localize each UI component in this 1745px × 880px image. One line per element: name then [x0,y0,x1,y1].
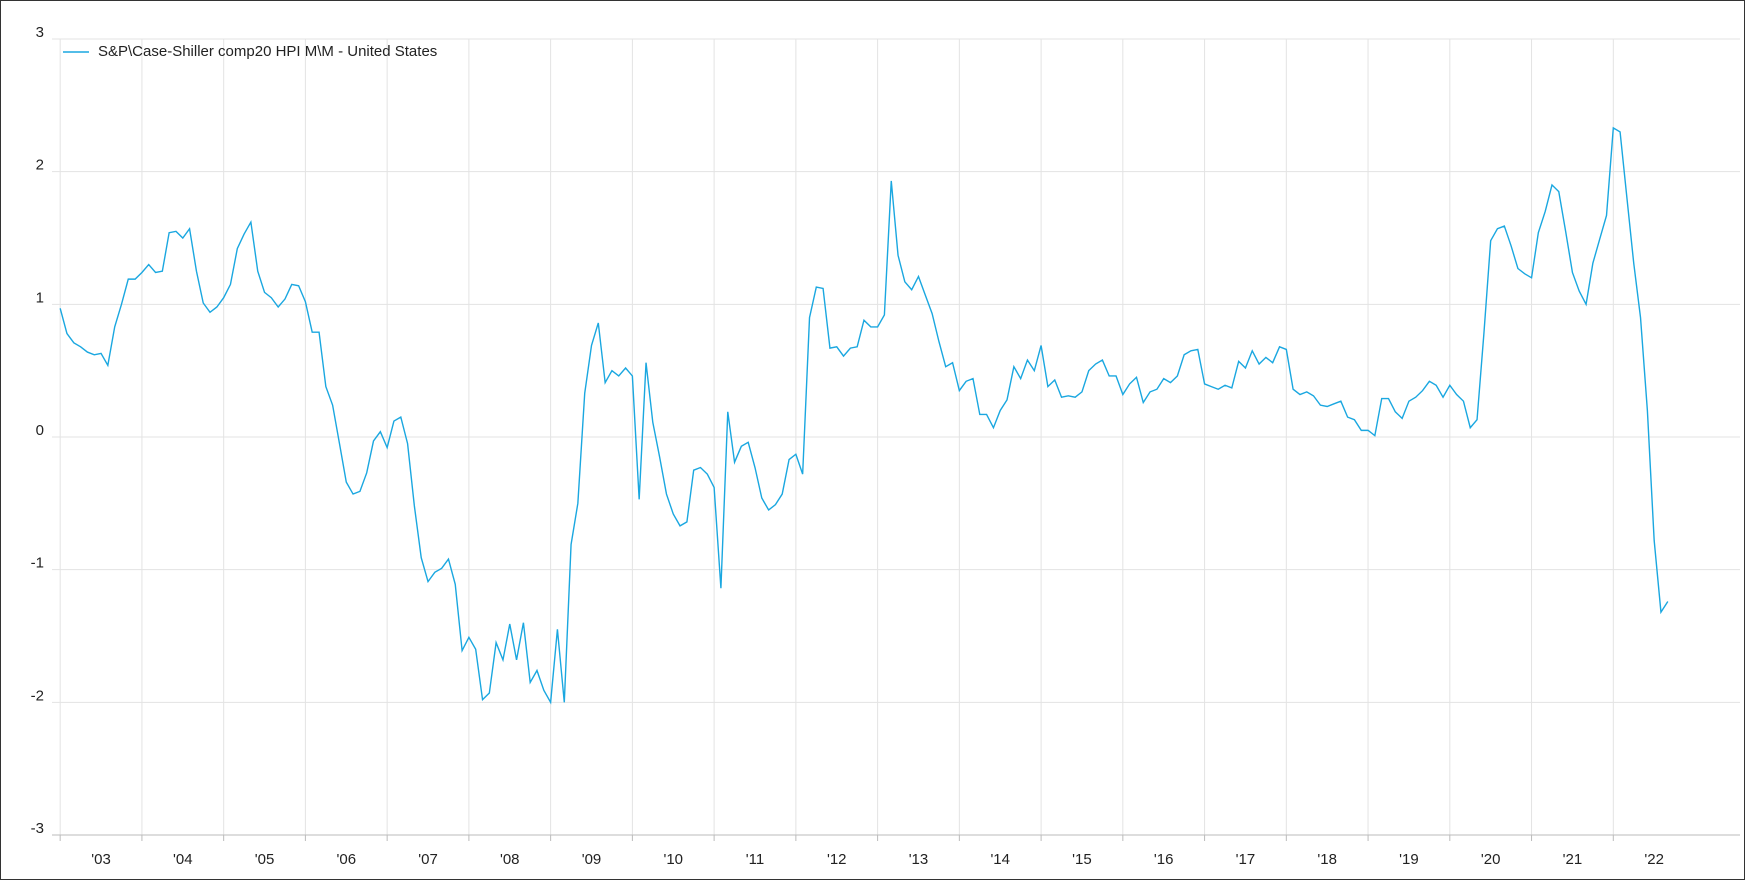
x-tick-label: '15 [1072,851,1092,868]
y-tick-label: 3 [36,24,44,41]
legend-label: S&P\Case-Shiller comp20 HPI M\M - United… [98,43,437,60]
x-tick-label: '20 [1481,851,1501,868]
x-tick-label: '05 [255,851,275,868]
x-tick-label: '17 [1236,851,1256,868]
y-tick-label: 1 [36,289,44,306]
y-tick-label: 0 [36,422,44,439]
x-tick-label: '07 [418,851,438,868]
x-tick-label: '10 [663,851,683,868]
x-tick-label: '16 [1154,851,1174,868]
x-tick-label: '06 [336,851,356,868]
x-tick-label: '04 [173,851,193,868]
y-tick-label: 2 [36,157,44,174]
x-tick-label: '22 [1644,851,1664,868]
y-tick-label: -3 [31,820,44,837]
x-tick-label: '18 [1317,851,1337,868]
x-tick-label: '14 [990,851,1010,868]
data-line [59,126,1669,705]
x-tick-label: '12 [827,851,847,868]
x-tick-label: '19 [1399,851,1419,868]
y-tick-label: -2 [31,687,44,704]
x-tick-label: '09 [582,851,602,868]
x-tick-label: '21 [1563,851,1583,868]
x-tick-label: '11 [746,851,764,868]
x-tick-label: '03 [91,851,111,868]
x-tick-label: '13 [909,851,929,868]
x-tick-label: '08 [500,851,520,868]
y-tick-label: -1 [31,555,44,572]
